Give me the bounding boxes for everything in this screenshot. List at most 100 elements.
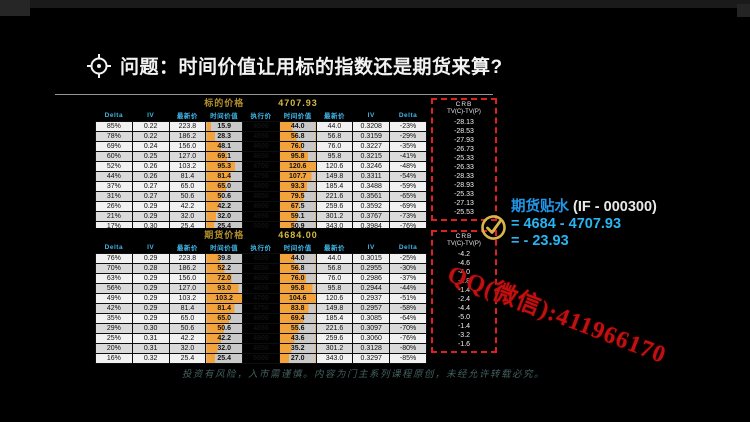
index-tv-diff-box: CRB TV(C)-TV(P) -28.13 -28.53 -27.93 -26.73…: [431, 98, 497, 221]
value-cell: 37%: [95, 181, 133, 192]
column-header: Delta: [95, 109, 133, 122]
value-cell: 120.6: [315, 293, 354, 304]
tv-diff-value: -5.0: [457, 314, 471, 321]
column-header: IV: [352, 241, 390, 254]
tv-diff-value: -28.93: [454, 182, 474, 189]
value-cell: 149.8: [315, 303, 354, 314]
table-row: 42% 0.29 81.4 81.4 4750 83.8 149.8 0.2957 -58%: [95, 303, 427, 314]
strike-cell: 4750: [242, 303, 280, 314]
corner-artifact-right: [737, 4, 750, 17]
tv-diff-value: -28.33: [454, 173, 474, 180]
time-value-cell: 39.8: [205, 253, 244, 264]
value-cell: 0.3767: [352, 211, 391, 222]
value-cell: -41%: [389, 151, 427, 162]
futures-price-label: 期货价格: [204, 230, 245, 240]
time-value-cell: 50.6: [205, 323, 244, 334]
value-cell: 49%: [95, 293, 133, 304]
value-cell: 76.0: [315, 273, 354, 284]
strike-cell: 4900: [242, 201, 280, 212]
annotation-equation: = 4684 - 4707.93: [511, 216, 622, 232]
value-cell: 0.30: [131, 323, 170, 334]
time-value-cell: 79.5: [278, 191, 317, 202]
table-row: 76% 0.29 223.8 39.8 4500 44.0 44.0 0.3015 -25%: [95, 253, 427, 264]
value-cell: 56%: [95, 283, 133, 294]
value-cell: -44%: [389, 283, 427, 294]
value-cell: -58%: [389, 303, 427, 314]
value-cell: 0.3297: [352, 353, 391, 364]
time-value-cell: 15.9: [205, 121, 244, 132]
table-row: 63% 0.29 156.0 72.0 4600 76.0 76.0 0.2986 -37%: [95, 273, 427, 284]
tv-diff-value: -25.33: [454, 191, 474, 198]
strike-cell: 4950: [242, 211, 280, 222]
column-header: 时间价值: [279, 109, 317, 122]
value-cell: 0.2957: [352, 303, 391, 314]
value-cell: 0.3097: [352, 323, 391, 334]
value-cell: 63%: [95, 273, 133, 284]
value-cell: -25%: [389, 253, 427, 264]
value-cell: -65%: [389, 191, 427, 202]
value-cell: -30%: [389, 263, 427, 274]
tv-diff-value: -4.6: [457, 260, 471, 267]
index-options-table-block: 标的价格 4707.93 Delta IV 最新价 时间价值 执行价 时间价值 最新价 IV D…: [95, 96, 497, 232]
column-header: Delta: [95, 241, 133, 254]
value-cell: 0.29: [131, 303, 170, 314]
value-cell: 0.31: [131, 343, 170, 354]
time-value-cell: 44.0: [278, 253, 317, 264]
value-cell: 25.4: [168, 353, 207, 364]
underlying-price-label: 标的价格: [204, 98, 245, 108]
time-value-cell: 81.4: [205, 303, 244, 314]
time-value-cell: 55.6: [278, 323, 317, 334]
value-cell: -37%: [389, 273, 427, 284]
time-value-cell: 107.7: [278, 171, 317, 182]
value-cell: -54%: [389, 171, 427, 182]
value-cell: 65.0: [168, 313, 207, 324]
strike-cell: 4900: [242, 333, 280, 344]
value-cell: 0.3060: [352, 333, 391, 344]
strike-cell: 4700: [242, 293, 280, 304]
column-header: IV: [132, 109, 170, 122]
value-cell: 42.2: [168, 201, 207, 212]
value-cell: 0.3085: [352, 313, 391, 324]
value-cell: 0.22: [131, 121, 170, 132]
value-cell: 223.8: [168, 253, 207, 264]
tv-diff-value: -27.13: [454, 200, 474, 207]
value-cell: 52%: [95, 161, 133, 172]
time-value-cell: 35.2: [278, 343, 317, 354]
table-row: 69% 0.24 156.0 48.1 4600 76.0 76.0 0.3227 -35%: [95, 141, 427, 152]
time-value-cell: 65.0: [205, 313, 244, 324]
value-cell: 42%: [95, 303, 133, 314]
value-cell: 301.2: [315, 211, 354, 222]
value-cell: 56.8: [315, 131, 354, 142]
value-cell: 25%: [95, 333, 133, 344]
value-cell: 70%: [95, 263, 133, 274]
check-icon: [481, 215, 506, 240]
table-row: 78% 0.22 186.2 28.3 4550 56.8 56.8 0.3159 -29%: [95, 131, 427, 142]
column-header: IV: [132, 241, 170, 254]
strike-cell: 4500: [242, 121, 280, 132]
tv-diff-value: -4.4: [457, 305, 471, 312]
value-cell: 0.27: [131, 181, 170, 192]
value-cell: -23%: [389, 121, 427, 132]
strike-cell: 4500: [242, 253, 280, 264]
column-header: 时间价值: [205, 241, 243, 254]
value-cell: 65.0: [168, 181, 207, 192]
value-cell: 0.3215: [352, 151, 391, 162]
disclaimer-text: 投资有风险，入市需谨慎。内容为门主系列课程原创，未经允许转载必究。: [181, 369, 545, 380]
value-cell: 26%: [95, 201, 133, 212]
value-cell: 0.3246: [352, 161, 391, 172]
strike-cell: 4650: [242, 151, 280, 162]
value-cell: 95.8: [315, 283, 354, 294]
tv-diff-value: -2.4: [457, 296, 471, 303]
time-value-cell: 83.8: [278, 303, 317, 314]
value-cell: -48%: [389, 161, 427, 172]
time-value-cell: 32.0: [205, 343, 244, 354]
value-cell: 0.29: [131, 201, 170, 212]
value-cell: 0.29: [131, 253, 170, 264]
index-options-chain-table: Delta IV 最新价 时间价值 执行价 时间价值 最新价 IV Delta 85% 0.22 2…: [95, 109, 427, 232]
strike-cell: 4650: [242, 283, 280, 294]
value-cell: 44.0: [315, 253, 354, 264]
time-value-cell: 76.0: [278, 273, 317, 284]
value-cell: 120.6: [315, 161, 354, 172]
value-cell: 0.3128: [352, 343, 391, 354]
